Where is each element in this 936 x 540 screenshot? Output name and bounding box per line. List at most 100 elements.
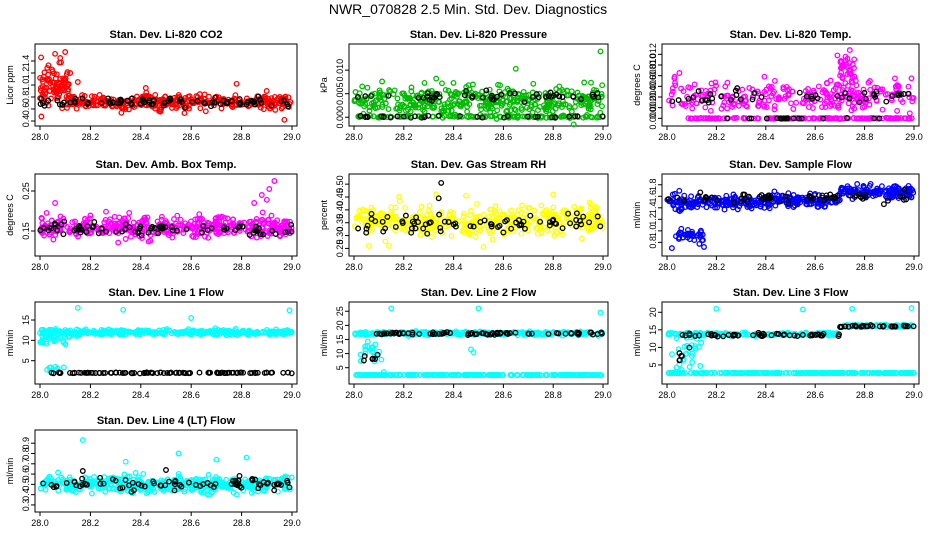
y-tick-label: 5 xyxy=(21,358,31,363)
x-tick-label: 28.2 xyxy=(82,262,100,272)
x-tick-label: 28.6 xyxy=(182,262,200,272)
data-point xyxy=(742,102,749,109)
data-point xyxy=(44,75,51,82)
data-point xyxy=(849,305,856,312)
data-point xyxy=(515,91,522,97)
chart-panel: Stan. Dev. Amb. Box Temp.28.0 28.2 28.4 28.… xyxy=(5,159,301,272)
data-point xyxy=(258,192,265,198)
data-point xyxy=(908,305,915,312)
x-tick-label: 28.6 xyxy=(806,262,824,272)
data-point xyxy=(767,85,774,92)
chart-title: Stan. Dev. Gas Stream RH xyxy=(411,159,547,171)
data-point xyxy=(174,212,181,219)
data-point xyxy=(560,112,567,119)
data-point xyxy=(227,222,234,229)
data-point xyxy=(686,98,693,105)
data-point xyxy=(550,191,557,198)
data-point xyxy=(823,115,830,122)
data-point xyxy=(496,208,503,215)
data-point xyxy=(402,204,409,211)
data-point xyxy=(175,222,182,229)
data-point xyxy=(834,81,841,88)
data-point xyxy=(483,87,490,94)
data-point xyxy=(559,94,566,100)
data-point xyxy=(257,96,264,103)
data-point xyxy=(519,202,526,209)
data-point xyxy=(182,104,189,111)
data-point xyxy=(789,88,796,95)
data-point xyxy=(724,115,731,122)
data-point xyxy=(105,95,112,102)
data-point xyxy=(449,113,456,120)
data-point xyxy=(819,89,826,96)
x-tick-label: 28.8 xyxy=(233,262,251,272)
data-point xyxy=(826,93,833,100)
data-point xyxy=(458,102,465,109)
data-point xyxy=(701,244,707,250)
data-point xyxy=(675,97,682,104)
data-point xyxy=(37,74,44,81)
points-group xyxy=(351,179,606,251)
data-point xyxy=(124,97,131,104)
y-axis-label: degrees C xyxy=(5,194,15,236)
data-point xyxy=(488,92,495,99)
x-tick-label: 28.2 xyxy=(395,262,413,272)
data-point xyxy=(556,93,563,100)
data-point xyxy=(828,101,835,108)
chart-title: Stan. Dev. Amb. Box Temp. xyxy=(96,159,237,171)
data-point xyxy=(354,93,361,100)
data-point xyxy=(144,214,151,221)
points-group xyxy=(664,180,917,252)
data-point xyxy=(707,107,714,114)
data-point xyxy=(417,231,424,238)
data-point xyxy=(483,105,490,112)
data-point xyxy=(263,196,270,203)
data-point xyxy=(433,75,440,82)
data-point xyxy=(268,102,275,109)
data-point xyxy=(520,88,527,95)
data-point xyxy=(236,100,243,106)
data-point xyxy=(402,95,409,102)
data-point xyxy=(855,89,862,96)
data-point xyxy=(514,114,521,121)
y-tick-label: 15 xyxy=(335,334,345,344)
data-point xyxy=(740,115,747,121)
data-point xyxy=(259,209,266,216)
data-point xyxy=(280,369,287,376)
data-point xyxy=(685,84,692,91)
data-point xyxy=(271,178,278,184)
data-point xyxy=(352,89,359,95)
data-point xyxy=(761,88,768,95)
data-point xyxy=(411,113,418,120)
data-point xyxy=(846,47,853,54)
plot-frame xyxy=(34,173,298,257)
chart-title: Stan. Dev. Line 3 Flow xyxy=(733,287,849,299)
data-point xyxy=(702,115,709,122)
data-point xyxy=(580,114,587,121)
data-point xyxy=(712,115,719,122)
data-point xyxy=(823,80,830,86)
data-point xyxy=(781,95,788,102)
data-point xyxy=(790,106,797,112)
data-point xyxy=(278,105,285,112)
y-tick-label: 0.010 xyxy=(335,59,345,82)
data-point xyxy=(103,208,109,215)
x-tick-label: 28.2 xyxy=(82,390,100,400)
x-tick-label: 28.6 xyxy=(182,390,200,400)
data-point xyxy=(90,98,97,105)
x-tick-label: 28.4 xyxy=(132,390,150,400)
data-point xyxy=(690,94,697,101)
data-point xyxy=(830,87,837,94)
data-point xyxy=(895,82,902,89)
data-point xyxy=(668,245,675,252)
data-point xyxy=(682,103,689,109)
data-point xyxy=(679,101,686,108)
data-point xyxy=(386,242,392,249)
x-tick-label: 28.8 xyxy=(856,262,874,272)
y-tick-label: 1.0 xyxy=(21,79,31,92)
data-point xyxy=(774,115,781,122)
data-point xyxy=(37,84,44,91)
y-tick-label: 15 xyxy=(21,315,31,325)
x-tick-label: 28.6 xyxy=(806,132,824,142)
data-point xyxy=(685,95,692,102)
